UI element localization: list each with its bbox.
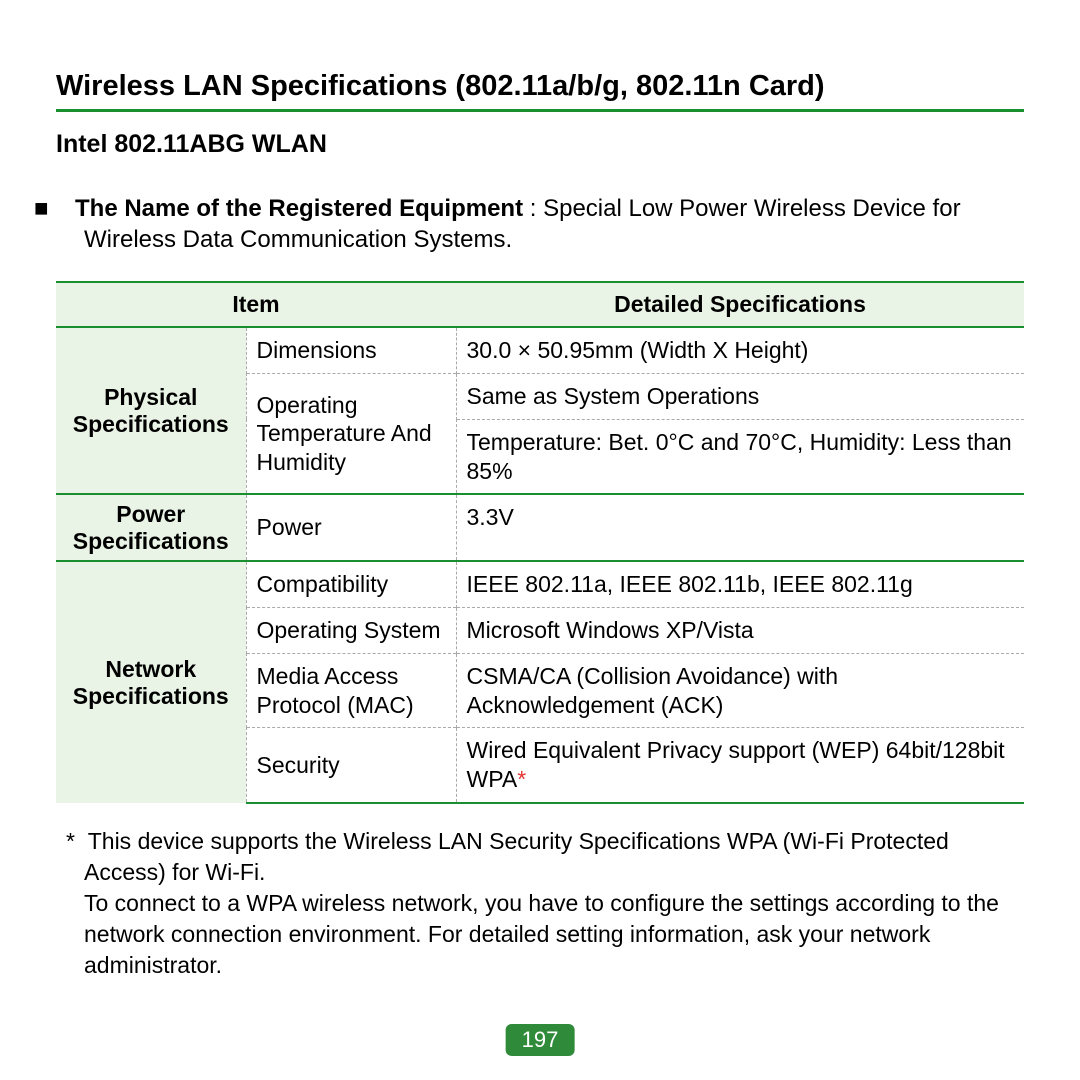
val-dimensions: 30.0 × 50.95mm (Width X Height) (456, 327, 1024, 373)
group-physical: Physical Specifications (56, 327, 246, 494)
val-security: Wired Equivalent Privacy support (WEP) 6… (456, 728, 1024, 803)
col-detail: Detailed Specifications (456, 282, 1024, 327)
spec-table: Item Detailed Specifications Physical Sp… (56, 281, 1024, 803)
val-security-text: Wired Equivalent Privacy support (WEP) 6… (467, 737, 1005, 792)
asterisk-icon: * (517, 766, 526, 792)
footnote: * This device supports the Wireless LAN … (56, 826, 1024, 981)
group-power: Power Specifications (56, 494, 246, 561)
val-power: 3.3V (456, 494, 1024, 561)
bullet-icon: ■ (59, 193, 75, 224)
footnote-line1: This device supports the Wireless LAN Se… (84, 828, 949, 885)
equipment-label: The Name of the Registered Equipment (75, 195, 523, 222)
title-rule (56, 109, 1024, 112)
section-subhead: Intel 802.11ABG WLAN (56, 130, 1024, 159)
label-compat: Compatibility (246, 561, 456, 607)
label-dimensions: Dimensions (246, 327, 456, 373)
val-temp1: Same as System Operations (456, 374, 1024, 420)
footnote-line2: To connect to a WPA wireless network, yo… (84, 888, 1024, 981)
label-temp: Operating Temperature And Humidity (246, 374, 456, 495)
val-compat: IEEE 802.11a, IEEE 802.11b, IEEE 802.11g (456, 561, 1024, 607)
page-title: Wireless LAN Specifications (802.11a/b/g… (56, 70, 1024, 103)
row-power: Power Specifications Power 3.3V (56, 494, 1024, 561)
footnote-ast: * (66, 828, 75, 854)
label-security: Security (246, 728, 456, 803)
val-os: Microsoft Windows XP/Vista (456, 608, 1024, 654)
group-network: Network Specifications (56, 561, 246, 803)
row-dimensions: Physical Specifications Dimensions 30.0 … (56, 327, 1024, 373)
equipment-paragraph: ■The Name of the Registered Equipment : … (84, 193, 1024, 255)
label-mac: Media Access Protocol (MAC) (246, 653, 456, 728)
col-item: Item (56, 282, 456, 327)
row-compat: Network Specifications Compatibility IEE… (56, 561, 1024, 607)
label-os: Operating System (246, 608, 456, 654)
page-number-badge: 197 (506, 1024, 575, 1056)
val-temp2: Temperature: Bet. 0°C and 70°C, Humidity… (456, 419, 1024, 494)
val-mac: CSMA/CA (Collision Avoidance) with Ackno… (456, 653, 1024, 728)
table-header-row: Item Detailed Specifications (56, 282, 1024, 327)
label-power: Power (246, 494, 456, 561)
